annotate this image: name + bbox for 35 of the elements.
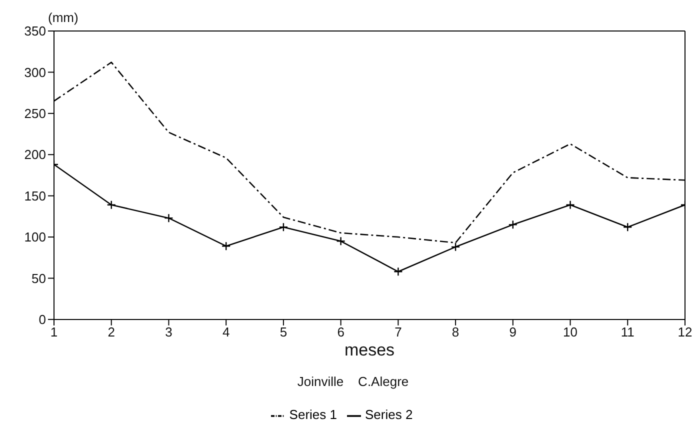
legend-title: Joinville C.Alegre: [296, 374, 410, 389]
point: [221, 241, 231, 251]
point: [278, 222, 288, 232]
y-tick-label: 300: [24, 64, 46, 80]
point: [508, 220, 518, 230]
y-tick-label: 50: [32, 270, 46, 286]
point: [164, 213, 174, 223]
x-tick-label: 5: [280, 324, 288, 340]
x-axis-title: meses: [344, 340, 395, 360]
y-tick-label: 350: [24, 24, 46, 39]
x-tick-label: 8: [452, 324, 460, 340]
x-tick-label: 12: [678, 324, 692, 340]
y-axis-title: (mm): [48, 10, 78, 25]
x-tick-label: 1: [50, 324, 58, 340]
point: [450, 242, 460, 252]
point: [623, 222, 632, 232]
y-tick-label: 200: [24, 147, 46, 162]
point: [394, 267, 403, 276]
x-tick-label: 3: [165, 324, 172, 340]
point: [106, 200, 116, 210]
y-tick-label: 0: [38, 312, 46, 328]
legend-label: Series 1: [289, 407, 337, 422]
x-tick-label: 7: [394, 324, 402, 340]
point: [336, 236, 346, 246]
y-tick-label: 250: [24, 106, 46, 122]
x-tick-label: 11: [620, 324, 634, 340]
y-tick-label: 100: [24, 230, 46, 245]
x-tick-label: 6: [337, 324, 344, 340]
x-tick-label: 4: [222, 324, 230, 340]
point: [566, 200, 575, 210]
legend-label: Series 2: [365, 407, 413, 422]
x-tick-label: 9: [509, 324, 517, 340]
x-tick-label: 2: [108, 324, 115, 340]
y-tick-label: 150: [24, 188, 46, 204]
x-tick-label: 10: [563, 324, 578, 340]
